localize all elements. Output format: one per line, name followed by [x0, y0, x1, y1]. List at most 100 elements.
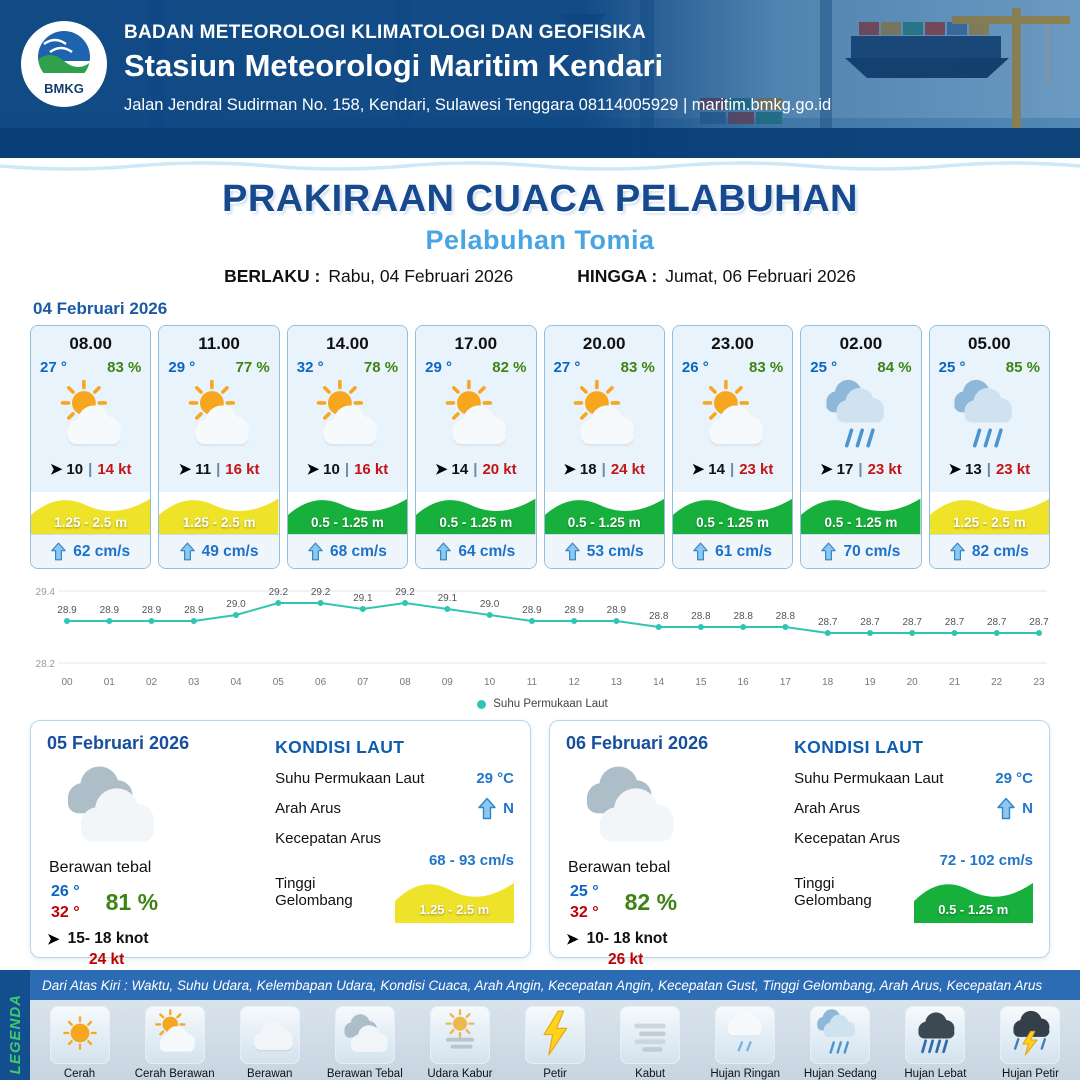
forecast-card-top: 23.00 26 ° 83 % ➤ 14 | 23 kt	[672, 326, 793, 492]
sst-row: Suhu Permukaan Laut 29 °C	[275, 770, 514, 787]
svg-text:14: 14	[653, 677, 665, 688]
forecast-card-top: 20.00 27 ° 83 % ➤ 18 | 24 kt	[544, 326, 664, 492]
humidity-value: 83 %	[749, 359, 784, 376]
legend-item-label: Petir	[543, 1068, 567, 1080]
wind-gust: 16 kt	[225, 460, 260, 478]
current-direction-arrow-icon	[51, 542, 66, 561]
temp-min: 25 °	[570, 883, 599, 900]
temp-max: 32 °	[51, 904, 80, 921]
wind-direction-icon: ➤	[47, 930, 60, 948]
wave-height-band: 1.25 - 2.5 m	[159, 492, 279, 534]
weather-icon	[801, 378, 920, 454]
wind-speed: 11	[195, 460, 212, 478]
day-wind: ➤ 15- 18 knot	[47, 930, 257, 948]
legend-weather-icon	[55, 1008, 105, 1063]
wind-separator: |	[88, 460, 93, 478]
day-date: 05 Februari 2026	[47, 733, 190, 753]
forecast-card: 17.00 29 ° 82 % ➤ 14 | 20 kt 0.5 - 1.25 …	[415, 325, 537, 569]
bmkg-logo-icon	[21, 21, 107, 107]
wind-gust: 24 kt	[610, 460, 646, 478]
legend-item: Berawan Tebal	[317, 1000, 412, 1080]
weather-icon	[159, 378, 278, 454]
page-title: PRAKIRAAN CUACA PELABUHAN	[222, 178, 858, 220]
current-speed-row: Kecepatan Arus 72 - 102 cm/s	[794, 830, 1033, 869]
wind-direction-icon: ➤	[563, 460, 576, 478]
svg-text:08: 08	[400, 677, 412, 688]
weather-icon	[545, 378, 664, 454]
wave-height-value: 1.25 - 2.5 m	[182, 515, 256, 530]
legend-weather-icon	[245, 1008, 295, 1063]
legend-item: Berawan	[222, 1000, 317, 1080]
sst-row: Suhu Permukaan Laut 29 °C	[794, 770, 1033, 787]
wind-separator: |	[986, 460, 991, 478]
wave-height-value: 1.25 - 2.5 m	[952, 515, 1026, 530]
wind-direction-icon: ➤	[178, 460, 192, 478]
humidity-value: 77 %	[235, 359, 270, 376]
sea-condition-column: KONDISI LAUT Suhu Permukaan Laut 29 °C A…	[784, 733, 1033, 947]
temp-humidity-row: 26 ° 83 %	[673, 354, 792, 376]
day-gust: 24 kt	[89, 951, 125, 968]
weather-icon	[673, 378, 792, 454]
wind-separator: |	[473, 460, 478, 478]
svg-text:28.9: 28.9	[607, 605, 627, 616]
day-temps: 25 ° 32 ° 82 %	[570, 883, 776, 922]
current-speed: 49 cm/s	[201, 542, 259, 560]
chart-legend-label: Suhu Permukaan Laut	[493, 698, 608, 710]
legend-weather-icon	[720, 1008, 770, 1063]
current-direction-arrow-icon	[478, 797, 496, 820]
wind-speed: 17	[836, 460, 854, 478]
current-direction-label: Arah Arus	[275, 800, 342, 817]
svg-text:29.1: 29.1	[353, 593, 373, 604]
legend-item-label: Udara Kabur	[427, 1068, 493, 1080]
temp-humidity-row: 27 ° 83 %	[31, 354, 150, 376]
wave-height-value: 0.5 - 1.25 m	[938, 902, 1009, 917]
wind-direction-icon: ➤	[566, 930, 579, 948]
weather-icon	[930, 378, 1049, 454]
current-row: 70 cm/s	[801, 534, 921, 568]
svg-text:28.7: 28.7	[987, 617, 1007, 628]
legend-item-label: Hujan Sedang	[803, 1068, 877, 1080]
svg-text:28.8: 28.8	[776, 611, 796, 622]
air-temperature: 25 °	[938, 359, 966, 376]
svg-text:28.8: 28.8	[691, 611, 711, 622]
wave-height-value: 0.5 - 1.25 m	[567, 515, 641, 530]
svg-text:28.9: 28.9	[522, 605, 542, 616]
svg-text:29.1: 29.1	[438, 593, 458, 604]
current-speed: 70 cm/s	[843, 542, 901, 560]
wind-row: ➤ 10 | 14 kt	[31, 454, 150, 484]
svg-text:28.9: 28.9	[184, 605, 204, 616]
wave-height-band: 0.5 - 1.25 m	[801, 492, 921, 534]
temp-min: 26 °	[51, 883, 80, 900]
svg-text:16: 16	[738, 677, 750, 688]
wind-separator: |	[344, 460, 350, 478]
current-speed: 62 cm/s	[73, 542, 131, 560]
current-row: 62 cm/s	[31, 534, 151, 568]
wave-height-band: 0.5 - 1.25 m	[544, 492, 664, 534]
day-weather-column: 06 Februari 2026 Berawan tebal 25 ° 32 °…	[566, 733, 776, 968]
wind-speed: 10	[323, 460, 340, 478]
day-condition: Berawan tebal	[568, 859, 671, 876]
current-direction-value: N	[503, 800, 514, 817]
air-temperature: 27 °	[553, 359, 581, 376]
current-speed-row: Kecepatan Arus 68 - 93 cm/s	[275, 830, 514, 869]
day-wind-range: 15- 18 knot	[67, 930, 149, 947]
forecast-time: 20.00	[582, 334, 626, 353]
svg-text:23: 23	[1033, 677, 1045, 688]
svg-text:01: 01	[104, 677, 116, 688]
wind-direction-icon: ➤	[434, 460, 448, 478]
legend-item-label: Berawan	[247, 1068, 293, 1080]
sst-value: 29 °C	[995, 770, 1033, 787]
temp-humidity-row: 29 ° 77 %	[159, 354, 278, 376]
wave-height-value: 1.25 - 2.5 m	[419, 902, 490, 917]
legend-item: Hujan Lebat	[888, 1000, 983, 1080]
wind-direction-icon: ➤	[691, 460, 705, 478]
current-direction-arrow-icon	[997, 797, 1015, 820]
legend-weather-icon	[625, 1008, 675, 1063]
forecast-card-top: 05.00 25 ° 85 % ➤ 13 | 23 kt	[929, 326, 1049, 492]
valid-until: HINGGA : Jumat, 06 Februari 2026	[577, 266, 856, 287]
wave-height-chip: 0.5 - 1.25 m	[913, 875, 1033, 923]
wind-direction-icon: ➤	[948, 460, 962, 478]
wind-gust: 23 kt	[867, 460, 902, 478]
air-temperature: 32 °	[296, 359, 324, 376]
wave-height-value: 0.5 - 1.25 m	[311, 515, 384, 530]
